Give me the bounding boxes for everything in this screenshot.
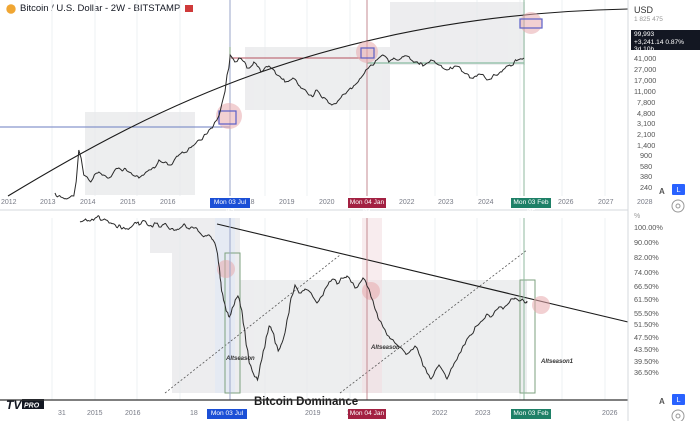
svg-text:Altseason: Altseason — [370, 345, 400, 351]
svg-text:Altseason1: Altseason1 — [540, 359, 574, 365]
